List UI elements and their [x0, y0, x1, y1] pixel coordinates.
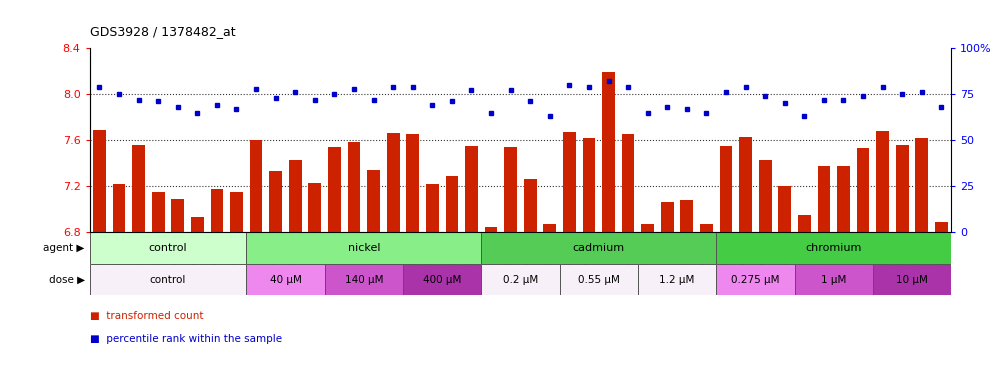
Text: GDS3928 / 1378482_at: GDS3928 / 1378482_at [90, 25, 235, 38]
Text: dose ▶: dose ▶ [49, 275, 85, 285]
Bar [872, 264, 951, 295]
Bar [895, 145, 908, 232]
Bar [935, 222, 948, 232]
Bar [445, 176, 458, 232]
Bar [90, 232, 246, 264]
Bar [641, 224, 654, 232]
Bar [406, 134, 419, 232]
Bar [661, 202, 673, 232]
Bar [876, 131, 889, 232]
Text: 1 μM: 1 μM [821, 275, 847, 285]
Bar [90, 264, 246, 295]
Text: 1.2 μM: 1.2 μM [659, 275, 695, 285]
Text: 40 μM: 40 μM [270, 275, 302, 285]
Bar [132, 145, 145, 232]
Bar [250, 140, 262, 232]
Text: 0.2 μM: 0.2 μM [503, 275, 538, 285]
Bar [818, 166, 831, 232]
Text: nickel: nickel [348, 243, 380, 253]
Text: ■  transformed count: ■ transformed count [90, 311, 203, 321]
Text: control: control [149, 275, 186, 285]
Bar [481, 264, 560, 295]
Bar [637, 264, 716, 295]
Bar [759, 160, 772, 232]
Text: ■  percentile rank within the sample: ■ percentile rank within the sample [90, 334, 282, 344]
Bar [328, 147, 341, 232]
Bar [368, 170, 379, 232]
Text: 400 μM: 400 μM [423, 275, 461, 285]
Bar [857, 148, 870, 232]
Bar [246, 264, 325, 295]
Bar [485, 227, 497, 232]
Bar [171, 199, 184, 232]
Bar [700, 224, 713, 232]
Text: chromium: chromium [806, 243, 862, 253]
Text: control: control [148, 243, 187, 253]
Bar [113, 184, 125, 232]
Bar [680, 200, 693, 232]
Bar [524, 179, 537, 232]
Bar [348, 142, 361, 232]
Bar [309, 183, 321, 232]
Bar [269, 171, 282, 232]
Bar [325, 264, 403, 295]
Text: agent ▶: agent ▶ [43, 243, 85, 253]
Bar [544, 224, 556, 232]
Bar [246, 232, 481, 264]
Bar [151, 192, 164, 232]
Bar [560, 264, 637, 295]
Bar [798, 215, 811, 232]
Text: cadmium: cadmium [573, 243, 624, 253]
Bar [603, 72, 615, 232]
Text: 140 μM: 140 μM [345, 275, 383, 285]
Bar [915, 138, 928, 232]
Bar [289, 160, 302, 232]
Bar [230, 192, 243, 232]
Bar [837, 166, 850, 232]
Bar [465, 146, 478, 232]
Text: 10 μM: 10 μM [896, 275, 928, 285]
Bar [93, 130, 106, 232]
Text: 0.55 μM: 0.55 μM [578, 275, 620, 285]
Bar [622, 134, 634, 232]
Bar [386, 133, 399, 232]
Bar [426, 184, 438, 232]
Bar [716, 264, 795, 295]
Bar [795, 264, 872, 295]
Bar [563, 132, 576, 232]
Bar [583, 138, 596, 232]
Text: 0.275 μM: 0.275 μM [731, 275, 780, 285]
Bar [720, 146, 732, 232]
Bar [191, 217, 204, 232]
Bar [481, 232, 716, 264]
Bar [210, 189, 223, 232]
Bar [504, 147, 517, 232]
Bar [779, 186, 791, 232]
Bar [739, 137, 752, 232]
Bar [403, 264, 481, 295]
Bar [716, 232, 951, 264]
